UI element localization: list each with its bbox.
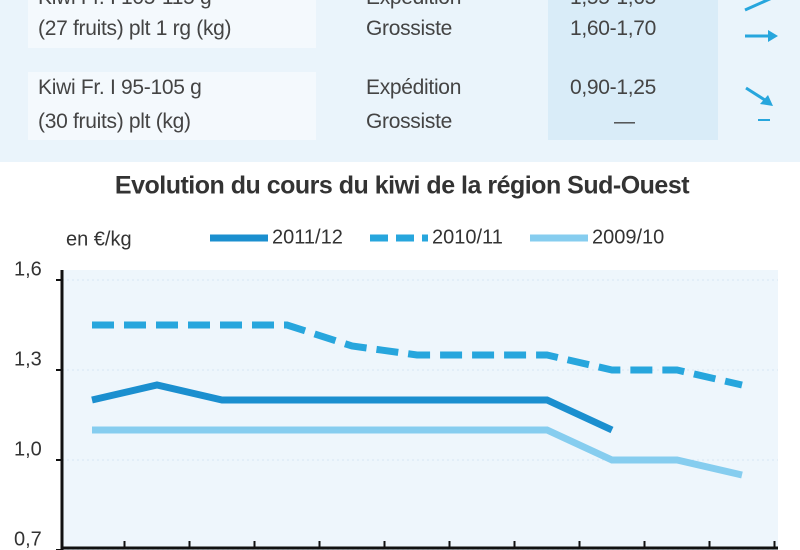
product: (27 fruits) plt 1 rg (kg) xyxy=(38,17,232,40)
cell xyxy=(28,0,316,48)
cell xyxy=(28,72,316,140)
market: Grossiste xyxy=(366,17,452,40)
price: 1,60-1,70 xyxy=(570,17,657,40)
trend-icons xyxy=(744,0,778,121)
product: Kiwi Fr. I 105-115 g xyxy=(38,0,212,10)
price: 0,90-1,25 xyxy=(570,76,657,99)
series-line xyxy=(91,381,614,434)
series-line xyxy=(92,426,743,479)
legend-label: 2009/10 xyxy=(592,226,664,248)
y-tick-label: 1,3 xyxy=(14,348,42,370)
arrow-up xyxy=(744,0,772,12)
market: Expédition xyxy=(366,76,462,99)
y-tick-label: 1,0 xyxy=(14,438,42,460)
arrow-head xyxy=(768,30,778,42)
arrow-head xyxy=(760,95,773,106)
product: Kiwi Fr. I 95-105 g xyxy=(38,76,202,99)
market: Grossiste xyxy=(366,110,452,133)
market: Expédition xyxy=(366,0,461,10)
y-axis-unit: en €/kg xyxy=(66,228,132,250)
legend-label: 2010/11 xyxy=(432,226,503,248)
chart-title: Evolution du cours du kiwi de la région … xyxy=(115,172,690,200)
y-tick-label: 0,7 xyxy=(14,528,42,550)
series-line xyxy=(92,321,743,389)
price-table: Kiwi Fr. I 105-115 g (27 fruits) plt 1 r… xyxy=(0,0,800,162)
plot-background xyxy=(62,270,778,550)
cell xyxy=(548,0,718,140)
y-tick-label: 1,6 xyxy=(14,258,42,280)
legend-label: 2011/12 xyxy=(272,226,343,248)
price: 1,55-1,65 xyxy=(570,0,656,10)
product: (30 fruits) plt (kg) xyxy=(38,110,191,133)
price: — xyxy=(614,110,635,133)
